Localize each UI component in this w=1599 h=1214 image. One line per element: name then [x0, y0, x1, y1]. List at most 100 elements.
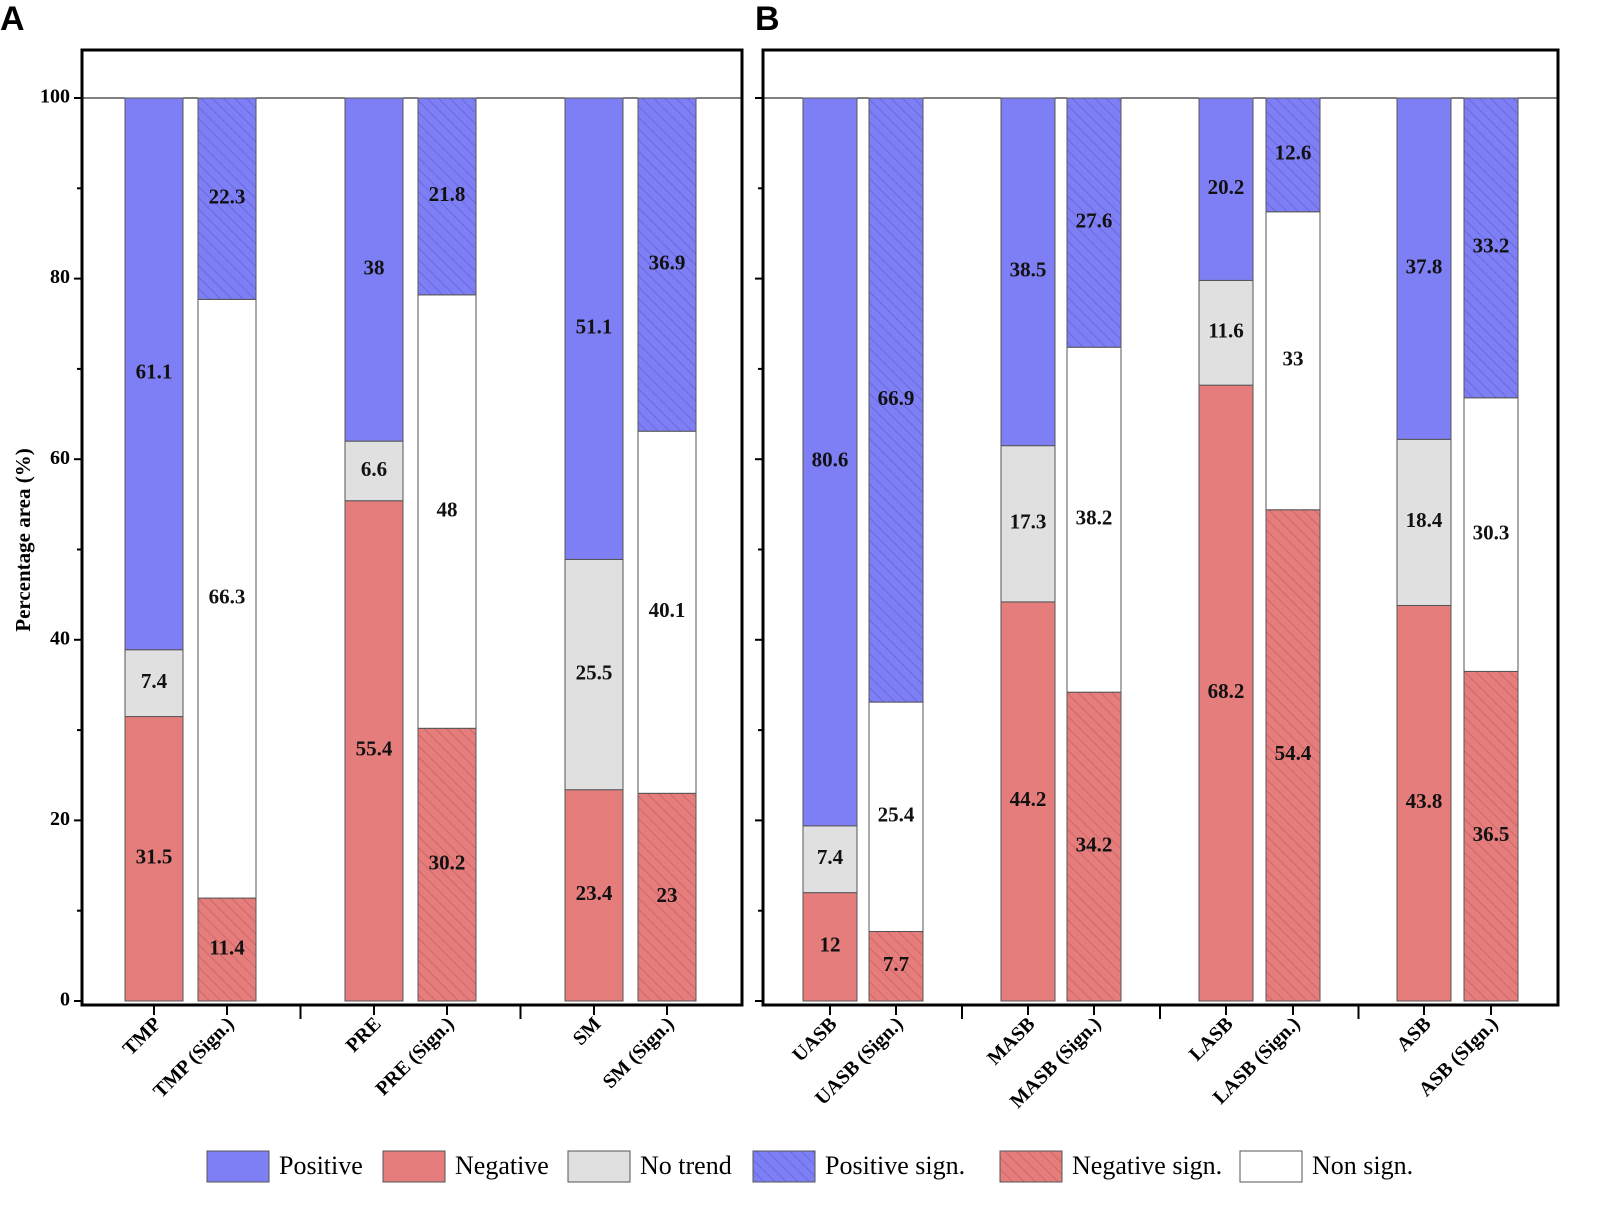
y-tick-label: 20 [50, 808, 70, 830]
legend-swatch [382, 1150, 446, 1183]
legend-swatch [999, 1150, 1063, 1183]
bar-segment-no-trend [802, 825, 858, 894]
bar-segment-negative [344, 500, 404, 1002]
data-label: 33 [1283, 347, 1304, 371]
bar-segment-positive [1000, 97, 1056, 447]
legend-label: Non sign. [1312, 1151, 1413, 1180]
plot-frame [80, 48, 744, 1007]
legend-label: No trend [640, 1151, 732, 1180]
bar-segment-no-trend [1000, 445, 1056, 603]
data-label: 38 [364, 255, 385, 279]
data-label: 23.4 [576, 881, 613, 905]
data-label: 31.5 [136, 845, 173, 869]
data-label: 11.4 [209, 935, 245, 959]
bar-segment-negative [1396, 604, 1452, 1002]
x-tick-label: TMP [119, 1013, 166, 1060]
x-tick-label: PRE (Sign.) [371, 1013, 458, 1100]
data-label: 48 [437, 497, 458, 521]
legend-swatch [567, 1150, 631, 1183]
data-label: 30.3 [1473, 520, 1510, 544]
x-tick-label: SM (Sign.) [599, 1013, 679, 1093]
data-label: 54.4 [1275, 741, 1312, 765]
legend-item-negative-sign: Negative sign. [999, 1150, 1222, 1183]
bar-segment-positive [1198, 97, 1254, 281]
data-label: 25.5 [576, 660, 613, 684]
bar-segment-negative [1000, 601, 1056, 1002]
legend-label: Positive [279, 1151, 363, 1180]
y-axis-label: Percentage area (%) [11, 448, 35, 631]
data-label: 12 [820, 933, 841, 957]
bar-segment-negative-sign [197, 897, 257, 1002]
panel-letter: B [755, 0, 780, 38]
data-label: 61.1 [136, 360, 173, 384]
data-label: 80.6 [812, 448, 849, 472]
bar-segment-no-trend [124, 649, 184, 718]
y-tick-label: 0 [60, 989, 70, 1011]
data-label: 7.7 [883, 952, 909, 976]
legend-label: Negative sign. [1072, 1151, 1222, 1180]
data-label: 40.1 [649, 598, 686, 622]
x-tick-label: PRE [342, 1013, 386, 1057]
data-label: 18.4 [1406, 508, 1443, 532]
data-label: 43.8 [1406, 789, 1443, 813]
legend-item-positive: Positive [206, 1150, 363, 1183]
data-label: 38.5 [1010, 258, 1047, 282]
legend-label: Negative [455, 1151, 549, 1180]
y-tick-label: 40 [50, 627, 70, 649]
x-tick-label: UASB [788, 1013, 841, 1066]
data-label: 6.6 [361, 457, 387, 481]
data-label: 12.6 [1275, 141, 1312, 165]
bar-segment-negative [564, 789, 624, 1002]
x-tick-label: ASB [1392, 1013, 1435, 1056]
data-label: 55.4 [356, 737, 393, 761]
data-label: 17.3 [1010, 510, 1047, 534]
bar-segment-negative-sign [1265, 509, 1321, 1002]
bar-segment-non-sign [417, 294, 477, 729]
y-tick-label: 100 [40, 86, 70, 108]
data-label: 36.9 [649, 250, 686, 274]
data-label: 7.4 [817, 845, 844, 869]
bar-segment-positive [344, 97, 404, 442]
data-label: 36.5 [1473, 822, 1510, 846]
data-label: 30.2 [429, 850, 466, 874]
bar-segment-positive-sign [1265, 97, 1321, 213]
x-tick-label: SM [569, 1013, 606, 1050]
bar-segment-positive [124, 97, 184, 651]
bar-segment-positive-sign [197, 97, 257, 300]
legend-item-negative: Negative [382, 1150, 549, 1183]
bar-segment-negative [1198, 384, 1254, 1002]
panel-a: A 0 20 40 60 80 100 Percentage area (%) 31.5 7.4 6… [0, 0, 744, 1102]
bar-segment-negative [124, 716, 184, 1002]
data-label: 68.2 [1208, 679, 1245, 703]
bar-segment-positive [564, 97, 624, 560]
data-label: 25.4 [878, 803, 915, 827]
bar-segment-positive-sign [1463, 97, 1519, 399]
legend-item-no-trend: No trend [567, 1150, 732, 1183]
data-label: 44.2 [1010, 787, 1047, 811]
legend-swatch [1239, 1150, 1303, 1183]
data-label: 34.2 [1076, 832, 1113, 856]
legend-item-non-sign: Non sign. [1239, 1150, 1413, 1183]
legend-item-positive-sign: Positive sign. [752, 1150, 965, 1183]
bar-segment-non-sign [1265, 211, 1321, 511]
data-label: 22.3 [209, 184, 246, 208]
data-label: 23 [657, 883, 678, 907]
bar-segment-non-sign [1463, 397, 1519, 672]
data-label: 7.4 [141, 669, 168, 693]
data-label: 66.9 [878, 386, 915, 410]
data-label: 51.1 [576, 315, 613, 339]
data-label: 20.2 [1208, 175, 1245, 199]
bar-segment-no-trend [564, 558, 624, 791]
bar-segment-non-sign [1066, 346, 1122, 693]
data-label: 66.3 [209, 585, 246, 609]
panel-letter: A [0, 0, 25, 38]
data-label: 33.2 [1473, 234, 1510, 258]
bar-segment-negative-sign [637, 792, 697, 1002]
bar-segment-positive [802, 97, 858, 827]
data-label: 21.8 [429, 182, 466, 206]
x-tick-label: MASB [983, 1013, 1039, 1069]
data-label: 11.6 [1208, 319, 1244, 343]
bar-segment-negative-sign [417, 727, 477, 1002]
bar-segment-negative-sign [868, 930, 924, 1002]
